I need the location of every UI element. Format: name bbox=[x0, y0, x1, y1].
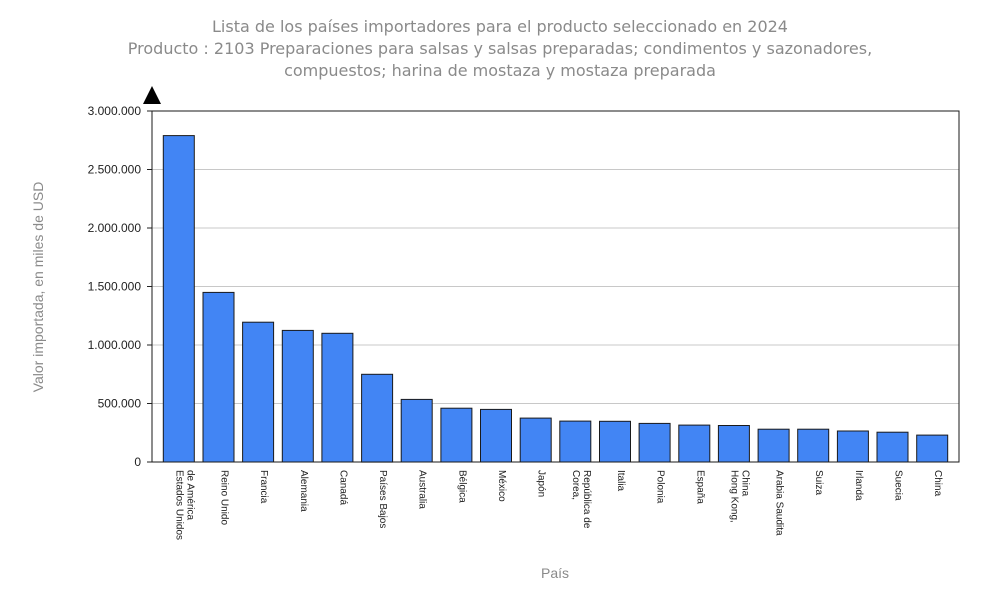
bar bbox=[757, 428, 790, 463]
y-tick-labels: 0 500.000 1.000.000 1.500.000 2.000.000 2.500… bbox=[88, 104, 142, 469]
bar bbox=[440, 407, 473, 463]
bar bbox=[281, 329, 314, 463]
chart-subtitle-line-2: compuestos; harina de mostaza y mostaza … bbox=[284, 61, 716, 80]
bar bbox=[480, 408, 512, 463]
x-category-label: Italia bbox=[615, 470, 626, 492]
x-category-label: China bbox=[932, 470, 943, 497]
x-category-labels: Estados Unidos de América Reino Unido Franc… bbox=[173, 470, 943, 540]
bar bbox=[599, 420, 631, 463]
bar bbox=[638, 422, 671, 463]
x-category-label: España bbox=[694, 470, 705, 504]
bar bbox=[519, 417, 552, 463]
x-category-label: Australia bbox=[417, 470, 428, 509]
y-tick-label: 2.500.000 bbox=[88, 163, 142, 177]
y-tick-label: 0 bbox=[134, 455, 141, 469]
x-category-label: Suiza bbox=[813, 470, 824, 495]
bar bbox=[321, 332, 354, 463]
plot-frame bbox=[151, 110, 960, 463]
x-category-label: Países Bajos bbox=[377, 470, 388, 528]
bar bbox=[876, 431, 909, 463]
x-category-label: Francia bbox=[258, 470, 269, 504]
y-tick-label: 3.000.000 bbox=[88, 104, 142, 118]
axes bbox=[143, 86, 960, 463]
y-tick-label: 500.000 bbox=[98, 397, 142, 411]
x-axis-label: País bbox=[540, 565, 570, 581]
x-category-label: México bbox=[496, 470, 507, 502]
x-category-label: Hong Kong, bbox=[728, 470, 739, 523]
chart-title-block: Lista de los países importadores para el… bbox=[0, 16, 1000, 82]
x-category-label: China bbox=[739, 470, 750, 497]
bar bbox=[797, 428, 830, 463]
x-category-label: Irlanda bbox=[853, 470, 864, 501]
chart-title: Lista de los países importadores para el… bbox=[212, 17, 788, 36]
x-category-label: Arabia Saudita bbox=[774, 470, 785, 536]
x-category-label: Bélgica bbox=[456, 470, 467, 503]
x-category-label: Alemania bbox=[298, 470, 309, 512]
x-category-label: República de bbox=[581, 470, 592, 529]
bar bbox=[361, 373, 394, 463]
x-category-label: Polonia bbox=[655, 470, 666, 504]
x-category-label: Canadá bbox=[337, 470, 348, 505]
y-tick-label: 1.000.000 bbox=[88, 338, 142, 352]
bar bbox=[202, 291, 235, 463]
chart-subtitle-line-1: Producto : 2103 Preparaciones para salsa… bbox=[127, 39, 873, 58]
x-category-label: Japón bbox=[536, 470, 547, 497]
bar bbox=[400, 398, 433, 463]
bar bbox=[162, 135, 195, 463]
bar bbox=[678, 424, 711, 463]
bar bbox=[559, 420, 592, 463]
x-category-label: Suecia bbox=[893, 470, 904, 501]
x-category-label: Reino Unido bbox=[219, 470, 230, 525]
bar bbox=[717, 425, 750, 463]
bar bbox=[836, 430, 869, 463]
y-tick-label: 2.000.000 bbox=[88, 221, 142, 235]
y-axis-arrow bbox=[143, 86, 161, 104]
bar bbox=[242, 321, 275, 463]
y-tick-label: 1.500.000 bbox=[88, 280, 142, 294]
x-category-label: de América bbox=[184, 470, 195, 520]
x-category-label: Corea, bbox=[570, 470, 581, 500]
bars bbox=[162, 135, 949, 463]
x-category-label: Estados Unidos bbox=[173, 470, 184, 540]
bar bbox=[916, 434, 949, 463]
